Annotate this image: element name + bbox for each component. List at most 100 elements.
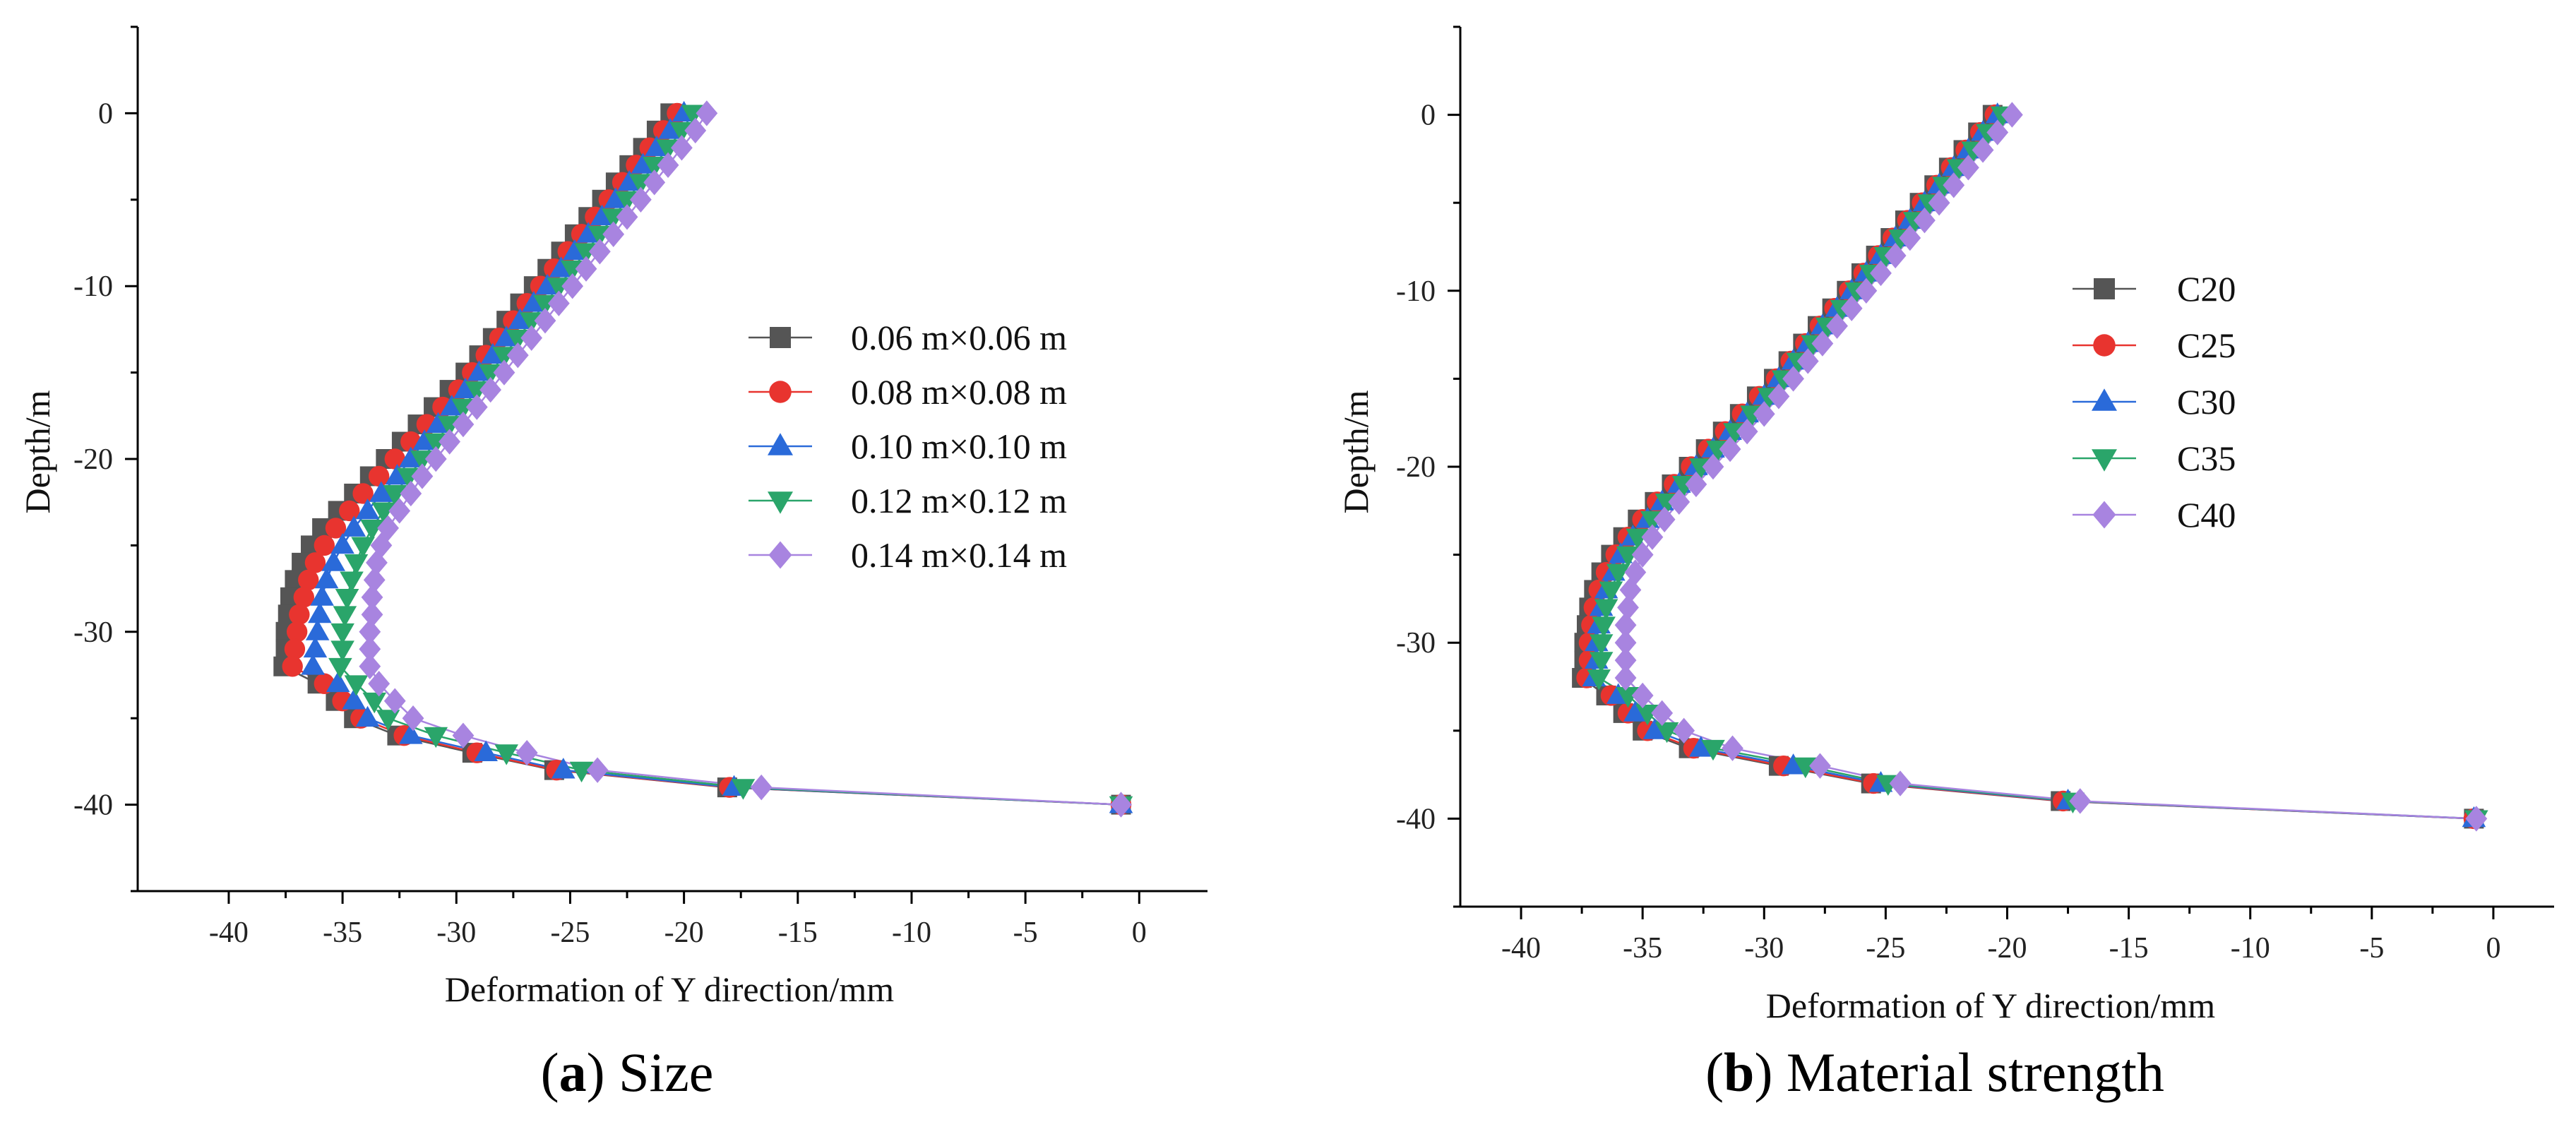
panel-a-data-point [616,204,638,230]
panel-a-data-point [588,239,611,265]
panel-b-legend-label: C35 [2177,438,2236,478]
panel-b-data-point [1943,172,1965,198]
panel-b-data-point [1702,453,1724,480]
panel-b-x-tick-label: -40 [1501,932,1541,965]
panel-a-data-point [1110,792,1132,818]
panel-a-data-point [363,567,386,593]
panel-a-data-point [325,518,347,539]
panel-a-x-tick-label: -35 [323,917,362,949]
panel-b-data-point [1651,700,1674,727]
panel-b-y-tick-label: -30 [1396,627,1436,660]
panel-b-data-point [2069,788,2092,814]
panel-b-legend-marker [2092,449,2117,472]
panel-a-data-point [359,653,381,679]
panel-a-data-point [359,619,381,645]
panel-a-data-point [481,342,505,364]
panel-a-data-point [643,169,666,196]
panel-a-data-point [326,671,350,693]
panel-b-data-point [1914,207,1936,234]
panel-b-data-point [1589,652,1614,673]
panel-a-legend-item: 0.08 m×0.08 m [749,372,1067,412]
panel-b-legend-item: C30 [2073,382,2236,422]
panel-b-x-tick-label: -15 [2109,932,2149,965]
panel-a-y-axis-title: Depth/m [18,390,57,513]
panel-b-data-point [1767,383,1790,410]
panel-b-data-point [1855,277,1878,304]
panel-b-data-point [1753,401,1775,427]
panel-a-data-point [424,727,448,748]
panel-a-data-point [388,498,411,524]
panel-b-data-point [1599,581,1623,602]
panel-a-data-point [515,739,538,766]
panel-b-x-tick-label: -35 [1623,932,1662,965]
panel-a-x-tick-label: -5 [1013,917,1038,949]
panel-a-data-point [750,774,773,801]
panel-a-y-tick-label: -10 [73,270,113,303]
panel-a-data-point [368,465,390,487]
panel-a-legend-label: 0.06 m×0.06 m [851,318,1067,357]
panel-a-data-point [368,671,390,697]
panel-a-data-point [617,169,642,191]
panel-a-data-point [575,256,597,282]
panel-a-data-point [339,500,360,522]
panel-b-marks [1572,102,2488,832]
panel-a-data-point [479,376,502,403]
panel-a-legend: 0.06 m×0.06 m 0.08 m×0.08 m 0.10 m×0.10 m 0… [749,318,1067,575]
panel-a-legend-marker [769,381,792,403]
panel-a-data-point [631,153,655,174]
panel-b-data-point [1957,155,1979,181]
panel-a-data-point [657,152,679,179]
panel-a-data-point [465,394,488,420]
panel-a-data-point [321,550,346,571]
panel-a-data-point [293,587,315,608]
panel-a-data-point [569,761,594,783]
panel-b-data-point [1653,506,1676,532]
panel-b-data-point [2000,102,2023,128]
panel-b-legend: C20 C25 C30 C35 C40 [2073,269,2236,535]
panel-a-data-point [369,481,393,502]
panel-a-data-point [286,621,308,643]
panel-a-x-tick-label: -15 [778,917,818,949]
panel-a-data-point [522,291,546,312]
panel-b-data-point [1626,528,1650,550]
panel-a-data-point [684,117,707,144]
panel-b-series-line-3 [1592,114,2474,820]
panel-b-data-point [1722,735,1743,761]
panel-b-data-point [1782,366,1804,392]
panel-a-data-point [439,429,461,455]
panel-a-data-point [360,520,384,541]
panel-a-data-point [304,552,326,573]
panel-a-legend-item: 0.06 m×0.06 m [749,318,1067,357]
panel-a-y-tick-label: -40 [73,789,113,822]
panel-b-data-point [1614,664,1637,691]
panel-a-data-point [602,221,625,247]
chart-panel-b: -40 -35 -30 -25 -20 -15 -10 -5 0 0 -10 -20 -30 -40 C2… [1336,25,2554,1103]
panel-a-data-point [376,710,400,731]
panel-a-series-markers-3 [301,100,1133,813]
panel-b-x-tick-label: -10 [2231,932,2270,965]
panel-a-series-markers-5 [359,100,1132,818]
panel-b-data-point [1642,718,1667,739]
panel-a-data-point [340,571,364,592]
panel-a-data-point [412,429,436,450]
panel-b-legend-label: C30 [2177,382,2236,422]
panel-b-data-point [1685,471,1707,498]
panel-b-data-point [1688,736,1713,757]
panel-b-data-point [1668,489,1690,515]
panel-b-data-point [1736,418,1758,445]
panel-b-data-point [1641,524,1664,550]
panel-a-data-point [506,342,529,369]
panel-b-data-point [1719,436,1741,462]
panel-a-data-point [551,758,576,779]
panel-a-data-point [282,656,303,677]
panel-b-data-point [1635,704,1659,726]
panel-a-caption: (a) Size [541,1042,714,1103]
panel-a-data-point [344,675,369,696]
panel-b-legend-marker [2094,278,2115,299]
panel-b-caption-letter: b [1724,1042,1754,1103]
panel-a-data-point [385,463,410,485]
panel-a-data-point [645,135,669,157]
panel-a-legend-label: 0.14 m×0.14 m [851,535,1067,575]
panel-a-x-tick-label: 0 [1132,917,1147,949]
